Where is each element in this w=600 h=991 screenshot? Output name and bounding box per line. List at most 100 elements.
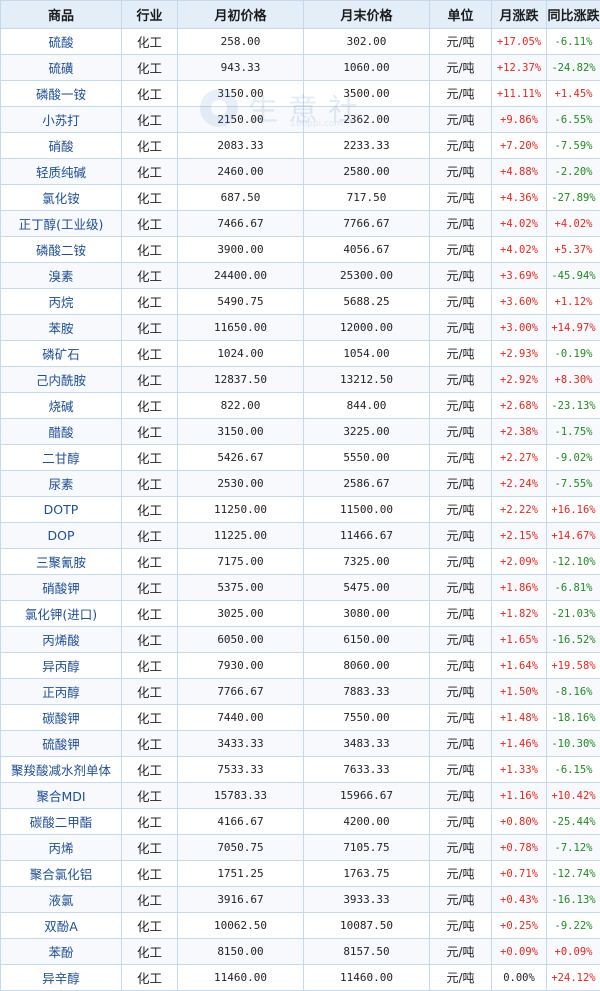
cell-commodity[interactable]: 氯化铵 <box>1 185 122 211</box>
cell-commodity[interactable]: 液氯 <box>1 887 122 913</box>
cell-commodity[interactable]: 氯化钾(进口) <box>1 601 122 627</box>
cell-industry: 化工 <box>122 705 178 731</box>
cell-commodity[interactable]: 三聚氰胺 <box>1 549 122 575</box>
cell-end-price: 7633.33 <box>304 757 430 783</box>
cell-commodity[interactable]: 丙烯酸 <box>1 627 122 653</box>
cell-commodity[interactable]: 磷酸一铵 <box>1 81 122 107</box>
cell-end-price: 717.50 <box>304 185 430 211</box>
cell-commodity[interactable]: 正丁醇(工业级) <box>1 211 122 237</box>
cell-end-price: 5550.00 <box>304 445 430 471</box>
cell-start-price: 7533.33 <box>178 757 304 783</box>
cell-monthly-change: +3.60% <box>492 289 547 315</box>
cell-commodity[interactable]: 轻质纯碱 <box>1 159 122 185</box>
cell-commodity[interactable]: 硫磺 <box>1 55 122 81</box>
cell-end-price: 3483.33 <box>304 731 430 757</box>
cell-commodity[interactable]: 聚合氯化铝 <box>1 861 122 887</box>
cell-commodity[interactable]: 烧碱 <box>1 393 122 419</box>
cell-commodity[interactable]: 己内酰胺 <box>1 367 122 393</box>
cell-commodity[interactable]: 丙烯 <box>1 835 122 861</box>
cell-monthly-change: +1.48% <box>492 705 547 731</box>
column-header-commodity[interactable]: 商品 <box>1 1 122 29</box>
cell-start-price: 1024.00 <box>178 341 304 367</box>
cell-commodity[interactable]: 醋酸 <box>1 419 122 445</box>
cell-start-price: 4166.67 <box>178 809 304 835</box>
cell-commodity[interactable]: 硝酸钾 <box>1 575 122 601</box>
cell-commodity[interactable]: 苯胺 <box>1 315 122 341</box>
column-header-end-price[interactable]: 月末价格 <box>304 1 430 29</box>
cell-commodity[interactable]: 小苏打 <box>1 107 122 133</box>
cell-yoy-change: -7.12% <box>547 835 600 861</box>
cell-industry: 化工 <box>122 471 178 497</box>
cell-unit: 元/吨 <box>430 133 492 159</box>
cell-end-price: 1054.00 <box>304 341 430 367</box>
cell-yoy-change: +14.97% <box>547 315 600 341</box>
cell-commodity[interactable]: 磷酸二铵 <box>1 237 122 263</box>
cell-unit: 元/吨 <box>430 185 492 211</box>
cell-commodity[interactable]: 二甘醇 <box>1 445 122 471</box>
column-header-start-price[interactable]: 月初价格 <box>178 1 304 29</box>
cell-commodity[interactable]: 硫酸钾 <box>1 731 122 757</box>
cell-industry: 化工 <box>122 159 178 185</box>
column-header-monthly-change[interactable]: 月涨跌 <box>492 1 547 29</box>
cell-commodity[interactable]: 丙烷 <box>1 289 122 315</box>
cell-commodity[interactable]: 正丙醇 <box>1 679 122 705</box>
cell-start-price: 3900.00 <box>178 237 304 263</box>
cell-commodity[interactable]: 碳酸二甲酯 <box>1 809 122 835</box>
cell-unit: 元/吨 <box>430 809 492 835</box>
cell-unit: 元/吨 <box>430 575 492 601</box>
cell-industry: 化工 <box>122 107 178 133</box>
cell-yoy-change: +19.58% <box>547 653 600 679</box>
cell-industry: 化工 <box>122 549 178 575</box>
cell-monthly-change: +2.68% <box>492 393 547 419</box>
cell-unit: 元/吨 <box>430 315 492 341</box>
cell-unit: 元/吨 <box>430 523 492 549</box>
column-header-yoy-change[interactable]: 同比涨跌 <box>547 1 600 29</box>
column-header-industry[interactable]: 行业 <box>122 1 178 29</box>
cell-industry: 化工 <box>122 29 178 55</box>
cell-commodity[interactable]: 磷矿石 <box>1 341 122 367</box>
cell-start-price: 3150.00 <box>178 419 304 445</box>
cell-monthly-change: +0.78% <box>492 835 547 861</box>
cell-commodity[interactable]: 聚合MDI <box>1 783 122 809</box>
cell-commodity[interactable]: 硝酸 <box>1 133 122 159</box>
cell-commodity[interactable]: DOTP <box>1 497 122 523</box>
cell-commodity[interactable]: 异丙醇 <box>1 653 122 679</box>
cell-yoy-change: -6.11% <box>547 29 600 55</box>
cell-end-price: 7105.75 <box>304 835 430 861</box>
cell-end-price: 13212.50 <box>304 367 430 393</box>
cell-commodity[interactable]: 碳酸钾 <box>1 705 122 731</box>
cell-industry: 化工 <box>122 809 178 835</box>
column-header-unit[interactable]: 单位 <box>430 1 492 29</box>
cell-industry: 化工 <box>122 419 178 445</box>
cell-commodity[interactable]: 异辛醇 <box>1 965 122 991</box>
cell-monthly-change: +1.33% <box>492 757 547 783</box>
cell-commodity[interactable]: 尿素 <box>1 471 122 497</box>
cell-commodity[interactable]: DOP <box>1 523 122 549</box>
cell-commodity[interactable]: 溴素 <box>1 263 122 289</box>
cell-monthly-change: +2.15% <box>492 523 547 549</box>
cell-industry: 化工 <box>122 315 178 341</box>
cell-industry: 化工 <box>122 913 178 939</box>
cell-start-price: 3025.00 <box>178 601 304 627</box>
cell-commodity[interactable]: 双酚A <box>1 913 122 939</box>
cell-commodity[interactable]: 聚羧酸减水剂单体 <box>1 757 122 783</box>
cell-industry: 化工 <box>122 627 178 653</box>
cell-end-price: 7325.00 <box>304 549 430 575</box>
cell-start-price: 822.00 <box>178 393 304 419</box>
cell-commodity[interactable]: 硫酸 <box>1 29 122 55</box>
cell-start-price: 7466.67 <box>178 211 304 237</box>
cell-monthly-change: 0.00% <box>492 965 547 991</box>
